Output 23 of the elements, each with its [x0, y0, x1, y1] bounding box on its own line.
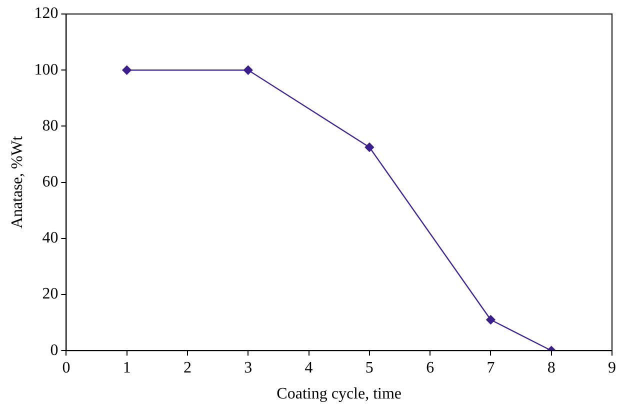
- point: [122, 66, 132, 75]
- y-tick-label: 20: [42, 286, 58, 303]
- x-tick-label: 8: [547, 359, 556, 376]
- point: [364, 142, 374, 152]
- y-tick-label: 0: [50, 342, 58, 359]
- y-tick-label: 80: [42, 117, 58, 134]
- x-tick-label: 1: [122, 359, 131, 376]
- point: [486, 315, 496, 324]
- x-tick-label: 7: [486, 359, 495, 376]
- y-axis-title: Anatase, %Wt: [8, 136, 26, 229]
- y-tick-label: 120: [34, 5, 58, 22]
- y-tick-label: 60: [42, 174, 58, 191]
- x-tick-label: 6: [426, 359, 434, 376]
- x-axis-title: Coating cycle, time: [276, 386, 402, 403]
- x-tick-label: 4: [304, 359, 313, 376]
- x-tick-label: 0: [62, 359, 70, 376]
- x-tick-label: 3: [244, 359, 252, 376]
- point: [244, 66, 253, 75]
- x-tick-label: 5: [365, 359, 374, 376]
- y-tick-label: 100: [34, 61, 58, 78]
- x-tick-label: 2: [183, 359, 192, 376]
- x-tick-label: 9: [608, 359, 616, 376]
- y-tick-label: 40: [42, 230, 58, 247]
